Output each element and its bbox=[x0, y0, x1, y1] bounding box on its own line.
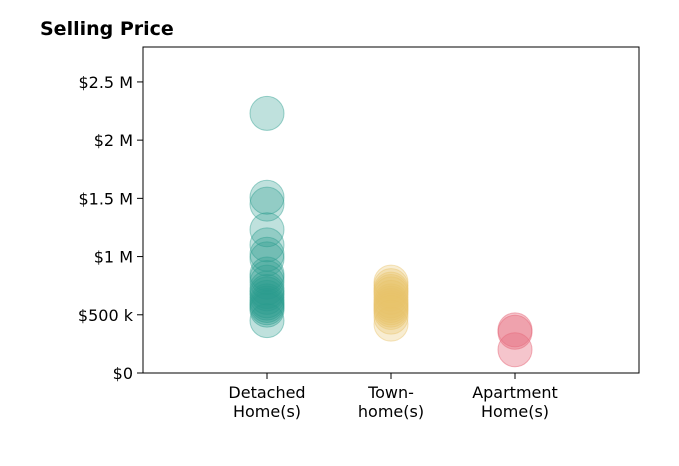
y-tick-label: $1.5 M bbox=[78, 189, 133, 208]
data-point-townhome bbox=[373, 276, 409, 312]
y-tick-label: $2.5 M bbox=[78, 73, 133, 92]
data-point-townhome bbox=[373, 294, 409, 330]
data-point-townhome bbox=[373, 271, 409, 307]
data-point-detached bbox=[249, 270, 285, 306]
data-point-detached bbox=[249, 287, 285, 323]
x-tick-label-apartment: Apartment Home(s) bbox=[472, 383, 558, 421]
data-point-townhome bbox=[373, 290, 409, 326]
data-point-townhome bbox=[373, 268, 409, 304]
data-point-detached bbox=[249, 290, 285, 326]
data-point-detached bbox=[249, 241, 285, 277]
data-point-detached bbox=[249, 256, 285, 292]
data-point-detached bbox=[249, 186, 285, 222]
y-axis: $0 $500 k $1 M $1.5 M $2 M $2.5 M bbox=[78, 73, 143, 383]
x-tick-label-townhome: Town-home(s) bbox=[358, 383, 424, 421]
data-point-detached bbox=[249, 227, 285, 263]
data-point-townhome bbox=[373, 274, 409, 309]
data-point-detached bbox=[249, 276, 285, 312]
data-point-detached bbox=[249, 179, 285, 215]
data-point-detached bbox=[249, 303, 285, 339]
data-point-townhome bbox=[373, 292, 409, 328]
plot-area bbox=[249, 95, 533, 368]
data-point-detached bbox=[249, 279, 285, 315]
data-point-townhome bbox=[373, 283, 409, 319]
data-point-detached bbox=[249, 285, 285, 321]
data-point-detached bbox=[249, 236, 285, 272]
data-point-detached bbox=[249, 260, 285, 296]
y-tick-label: $0 bbox=[113, 364, 133, 383]
data-point-detached bbox=[249, 212, 285, 248]
data-point-detached bbox=[249, 95, 285, 131]
chart-title: Selling Price bbox=[40, 18, 174, 40]
x-axis: Detached Home(s) Town-home(s) Apartment Home… bbox=[228, 373, 558, 421]
x-tick-label-detached: Detached Home(s) bbox=[228, 383, 305, 421]
y-tick-label: $2 M bbox=[94, 131, 133, 150]
y-tick-label: $500 k bbox=[78, 306, 134, 325]
data-point-townhome bbox=[373, 306, 409, 342]
data-point-detached bbox=[249, 274, 285, 309]
data-point-apartment bbox=[497, 332, 533, 368]
data-point-townhome bbox=[373, 299, 409, 335]
data-point-detached bbox=[249, 292, 285, 328]
y-tick-label: $1 M bbox=[94, 248, 133, 267]
data-point-townhome bbox=[373, 279, 409, 315]
data-point-townhome bbox=[373, 264, 409, 300]
data-point-detached bbox=[249, 264, 285, 300]
data-point-detached bbox=[249, 283, 285, 319]
data-point-townhome bbox=[373, 287, 409, 323]
data-point-townhome bbox=[373, 285, 409, 321]
